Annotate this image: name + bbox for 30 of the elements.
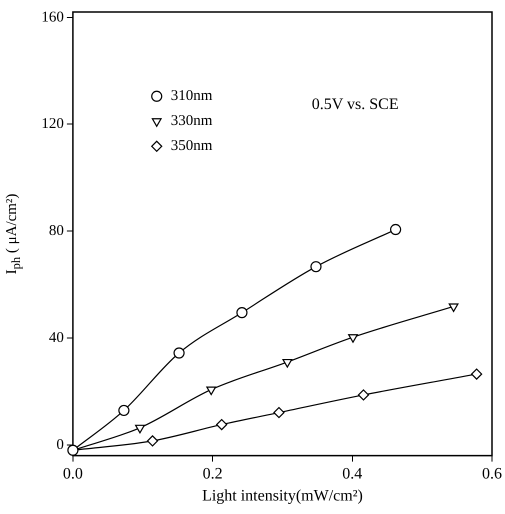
point <box>310 261 322 272</box>
x-tick-label: 0.2 <box>202 465 223 482</box>
y-tick-label: 0 <box>56 436 64 453</box>
point <box>471 368 482 380</box>
point <box>173 347 185 359</box>
point <box>390 224 402 236</box>
y-tick-label: 120 <box>41 116 64 132</box>
legend-label: 350nm <box>170 138 213 154</box>
y-tick-label: 40 <box>48 330 64 346</box>
legend-label: 310nm <box>170 88 213 104</box>
point <box>118 404 130 416</box>
point <box>146 435 158 447</box>
point <box>216 419 228 430</box>
point <box>236 307 248 318</box>
point <box>282 358 292 368</box>
x-axis-title: Light intensity(mW/cm²) <box>202 488 363 505</box>
x-tick-label: 0.6 <box>482 465 502 482</box>
point <box>67 444 78 456</box>
annotation: 0.5V vs. SCE <box>312 96 399 114</box>
x-tick-label: 0.0 <box>62 465 83 482</box>
point <box>206 386 216 396</box>
x-tick-label: 0.4 <box>342 465 362 482</box>
point <box>348 334 358 343</box>
y-tick-label: 160 <box>41 9 64 26</box>
legend-label: 330nm <box>170 113 213 130</box>
y-tick-label: 80 <box>48 223 64 240</box>
point <box>135 424 145 434</box>
point <box>273 406 285 418</box>
point <box>448 303 459 312</box>
point <box>358 389 370 401</box>
